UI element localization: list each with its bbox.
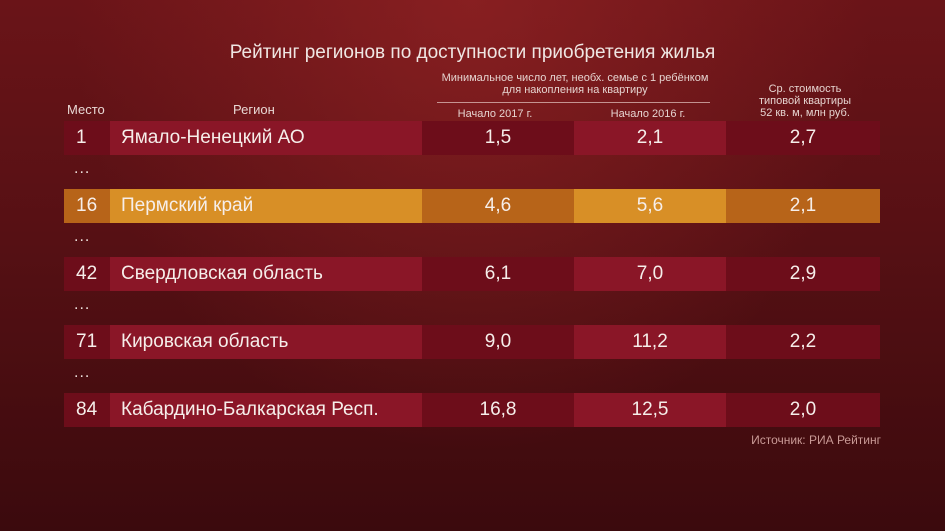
cost-cell: 2,1 <box>789 195 817 216</box>
y2016-cell: 11,2 <box>632 331 668 352</box>
cost-cell: 2,2 <box>789 331 817 352</box>
y2017-cell: 9,0 <box>484 331 512 352</box>
y2016-cell: 12,5 <box>631 399 669 420</box>
region-cell: Пермский край <box>121 195 254 216</box>
place-header: Место <box>67 102 105 117</box>
place-cell: 16 <box>76 195 98 216</box>
row-segment <box>422 121 574 155</box>
cost-cell: 2,7 <box>789 127 817 148</box>
row-segment <box>422 257 574 291</box>
row-segment <box>422 393 574 427</box>
row-segment <box>110 257 422 291</box>
region-cell: Кировская область <box>121 331 289 352</box>
row-segment <box>64 325 110 359</box>
row-segment <box>64 257 110 291</box>
y2017-cell: 16,8 <box>479 399 517 420</box>
region-header: Регион <box>233 102 275 117</box>
row-segment <box>574 257 726 291</box>
years-group-bracket <box>437 102 710 103</box>
row-segment <box>726 257 880 291</box>
y2016-cell: 5,6 <box>636 195 664 216</box>
region-cell: Кабардино-Балкарская Респ. <box>121 399 379 420</box>
table-row: 16 Пермский край 4,6 5,6 2,1 <box>64 189 880 223</box>
ellipsis-row: ... <box>74 160 91 177</box>
row-segment <box>574 189 726 223</box>
y2017-cell: 4,6 <box>484 195 512 216</box>
y2016-cell: 2,1 <box>636 127 664 148</box>
row-segment <box>726 325 880 359</box>
cost-cell: 2,9 <box>789 263 817 284</box>
row-segment <box>110 393 422 427</box>
y2016-header: Начало 2016 г. <box>610 108 686 120</box>
table-row: 1 Ямало-Ненецкий АО 1,5 2,1 2,7 <box>64 121 880 155</box>
row-segment <box>726 393 880 427</box>
region-cell: Ямало-Ненецкий АО <box>121 127 305 148</box>
place-cell: 42 <box>76 263 98 284</box>
source-note: Источник: РИА Рейтинг <box>751 433 881 447</box>
place-cell: 1 <box>76 127 87 148</box>
row-segment <box>574 393 726 427</box>
y2016-cell: 7,0 <box>636 263 664 284</box>
y2017-cell: 6,1 <box>484 263 512 284</box>
row-segment <box>64 121 110 155</box>
ellipsis-row: ... <box>74 364 91 381</box>
row-segment <box>422 325 574 359</box>
table-row: 84 Кабардино-Балкарская Респ. 16,8 12,5 2,0 <box>64 393 880 427</box>
row-segment <box>726 189 880 223</box>
row-segment <box>574 325 726 359</box>
cost-cell: 2,0 <box>789 399 817 420</box>
row-segment <box>422 189 574 223</box>
ellipsis-row: ... <box>74 296 91 313</box>
table-row: 71 Кировская область 9,0 11,2 2,2 <box>64 325 880 359</box>
row-segment <box>110 121 422 155</box>
place-cell: 84 <box>76 399 98 420</box>
y2017-cell: 1,5 <box>484 127 512 148</box>
row-segment <box>574 121 726 155</box>
row-segment <box>110 189 422 223</box>
y2017-header: Начало 2017 г. <box>457 108 533 120</box>
ellipsis-row: ... <box>74 228 91 245</box>
row-segment <box>110 325 422 359</box>
row-segment <box>64 189 110 223</box>
years-group-header: Минимальное число лет, необх. семье с 1 … <box>441 72 709 96</box>
place-cell: 71 <box>76 331 98 352</box>
cost-header: Ср. стоимость типовой квартиры 52 кв. м,… <box>758 83 852 119</box>
region-cell: Свердловская область <box>121 263 323 284</box>
row-segment <box>726 121 880 155</box>
chart-title: Рейтинг регионов по доступности приобрет… <box>229 42 716 63</box>
table-row: 42 Свердловская область 6,1 7,0 2,9 <box>64 257 880 291</box>
row-segment <box>64 393 110 427</box>
